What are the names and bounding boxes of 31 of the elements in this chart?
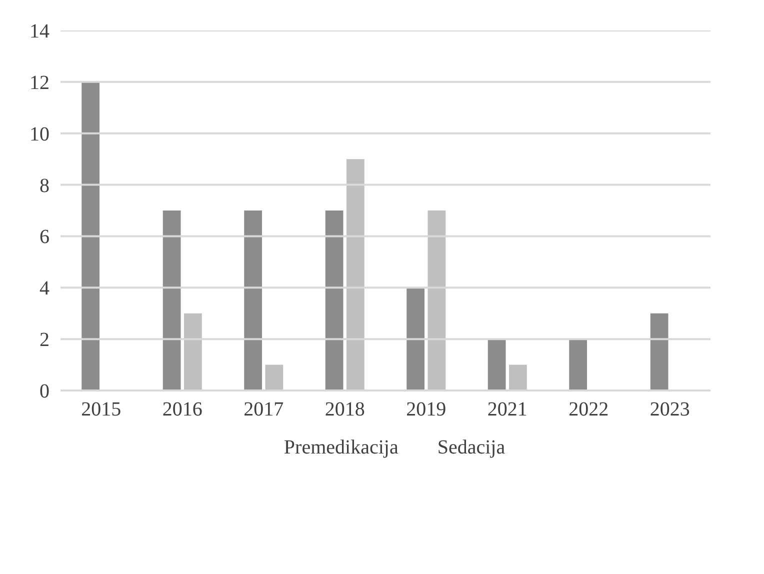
- y-tick-label: 10: [30, 123, 50, 146]
- text: Sedacija: [437, 436, 506, 460]
- bar: [184, 313, 202, 390]
- y-tick-label: 6: [40, 226, 50, 248]
- bar: [406, 288, 424, 390]
- x-tick-label: 2023: [650, 398, 690, 420]
- bar: [509, 364, 527, 390]
- bar: [488, 339, 506, 390]
- text: Premedikacija: [284, 436, 398, 460]
- x-tick-label: 2019: [406, 398, 446, 420]
- bar: [650, 313, 668, 390]
- x-tick-label: 2015: [81, 398, 122, 420]
- bar: [569, 339, 587, 390]
- bar: [428, 210, 446, 390]
- bar: [82, 82, 100, 390]
- x-tick-label: 2022: [568, 398, 609, 420]
- bar: [265, 364, 284, 390]
- y-tick-label: 0: [40, 380, 50, 402]
- x-tick-label: 2017: [244, 398, 284, 420]
- y-tick-label: 2: [40, 329, 50, 352]
- y-tick-label: 8: [40, 174, 50, 197]
- x-tick-label: 2016: [162, 398, 202, 420]
- bar: [346, 159, 364, 390]
- x-tick-label: 2018: [324, 398, 365, 420]
- bar: [244, 210, 262, 390]
- bar: [162, 210, 181, 390]
- x-tick-label: 2021: [487, 398, 528, 420]
- y-tick-label: 14: [30, 20, 50, 42]
- y-tick-label: 12: [30, 72, 50, 94]
- bar: [325, 210, 344, 390]
- y-tick-label: 4: [40, 278, 50, 300]
